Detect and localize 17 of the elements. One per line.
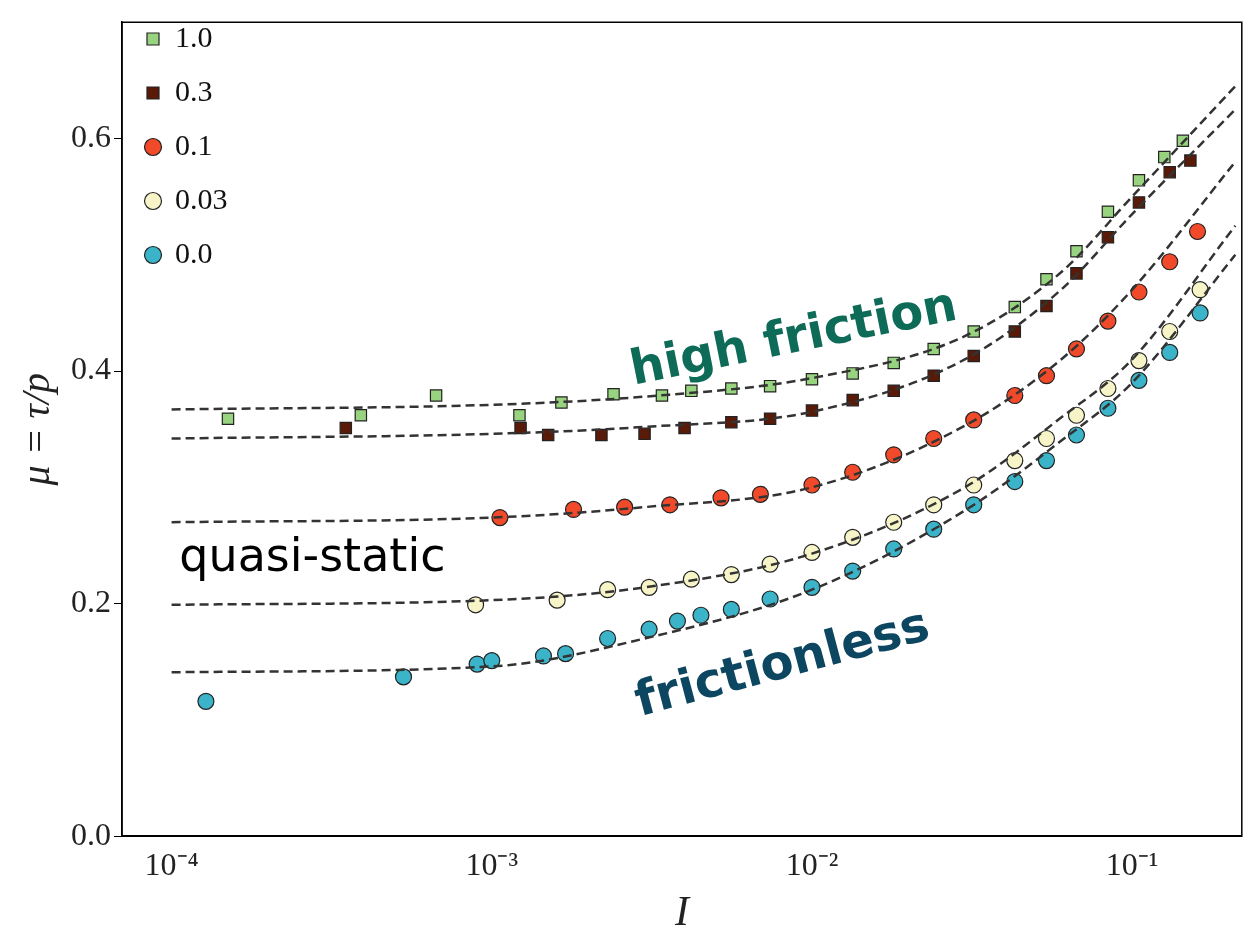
- annotation: quasi-static: [179, 528, 446, 583]
- x-tick-label: 10⁻²: [785, 845, 839, 882]
- x-tick-label: 10⁻⁴: [144, 845, 199, 882]
- y-axis-title: μ = τ/p: [12, 372, 58, 487]
- y-tick-label: 0.0: [71, 815, 111, 852]
- x-tick-label: 10⁻³: [465, 845, 519, 882]
- legend-label: 0.3: [175, 73, 213, 107]
- y-tick-label: 0.6: [71, 117, 111, 154]
- annotation: high friction: [624, 274, 962, 396]
- legend-label: 0.03: [175, 181, 228, 215]
- x-axis-title: I: [673, 887, 691, 934]
- legend-label: 0.0: [175, 235, 213, 269]
- y-tick-label: 0.2: [71, 583, 111, 620]
- legend-label: 0.1: [175, 127, 213, 161]
- x-tick-label: 10⁻¹: [1105, 845, 1159, 882]
- y-tick-label: 0.4: [71, 350, 111, 387]
- legend-label: 1.0: [175, 19, 213, 53]
